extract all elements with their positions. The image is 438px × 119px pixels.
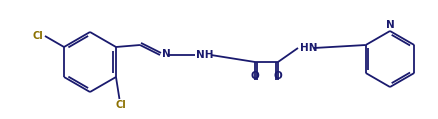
Text: HN: HN xyxy=(299,43,317,53)
Text: Cl: Cl xyxy=(115,100,126,110)
Text: NH: NH xyxy=(195,50,213,60)
Text: O: O xyxy=(273,71,282,81)
Text: O: O xyxy=(250,71,259,81)
Text: Cl: Cl xyxy=(32,31,43,41)
Text: N: N xyxy=(385,20,393,30)
Text: N: N xyxy=(162,49,170,59)
